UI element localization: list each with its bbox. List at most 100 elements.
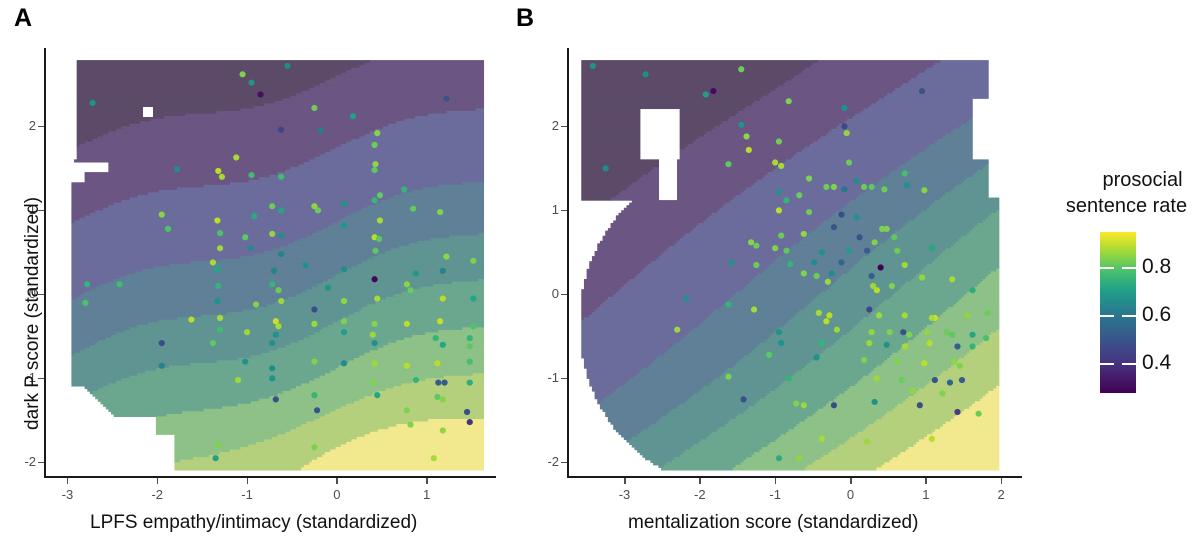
data-point bbox=[841, 104, 848, 112]
data-point bbox=[311, 444, 318, 451]
data-point bbox=[830, 402, 838, 409]
data-point bbox=[956, 362, 963, 369]
data-point bbox=[412, 376, 419, 384]
data-point bbox=[674, 326, 681, 333]
data-point bbox=[901, 261, 908, 269]
data-point bbox=[313, 407, 321, 414]
y-axis-title-a: dark P score (standardized) bbox=[22, 196, 43, 430]
data-point bbox=[868, 272, 875, 280]
data-point bbox=[270, 267, 278, 274]
data-point bbox=[412, 270, 419, 277]
data-point bbox=[830, 224, 838, 231]
data-point bbox=[871, 239, 878, 246]
data-point bbox=[916, 402, 923, 409]
data-point bbox=[403, 407, 410, 414]
y-axis-line-a bbox=[44, 48, 46, 476]
data-point bbox=[209, 340, 217, 347]
data-point bbox=[215, 167, 222, 175]
data-point bbox=[951, 358, 958, 365]
y-tick-label: -1 bbox=[547, 370, 559, 386]
data-point bbox=[918, 88, 926, 95]
data-point bbox=[248, 172, 255, 179]
x-tick-label: -2 bbox=[694, 487, 706, 502]
panel-a: -3 -2 -1 0 1 2 1 0 -1 -2 LPFS empathy/intimacy (s… bbox=[0, 0, 500, 537]
data-point bbox=[901, 170, 908, 177]
data-point bbox=[340, 329, 348, 336]
data-point bbox=[242, 358, 249, 365]
data-point bbox=[434, 360, 441, 367]
data-point bbox=[239, 71, 246, 78]
y-tick-mark bbox=[561, 293, 567, 296]
data-point bbox=[901, 312, 908, 319]
colorbar-tick-mark bbox=[1122, 267, 1136, 270]
data-point bbox=[772, 245, 779, 252]
data-point bbox=[376, 217, 384, 224]
x-axis-title-b: mentalization score (standardized) bbox=[628, 512, 919, 533]
data-point bbox=[371, 320, 378, 327]
y-tick-label: 2 bbox=[551, 118, 559, 134]
data-point bbox=[775, 329, 783, 336]
data-point bbox=[845, 247, 853, 254]
x-axis-line-b bbox=[567, 476, 1022, 478]
y-tick-label: 0 bbox=[28, 286, 36, 302]
data-point bbox=[879, 225, 886, 232]
x-tick-mark bbox=[624, 478, 626, 484]
data-point bbox=[964, 312, 971, 319]
data-point bbox=[876, 312, 883, 319]
data-point bbox=[813, 354, 820, 361]
data-point bbox=[302, 261, 309, 269]
data-point bbox=[371, 276, 378, 283]
panel-label-a: A bbox=[14, 4, 33, 32]
data-point bbox=[753, 242, 760, 249]
data-point bbox=[311, 358, 318, 365]
data-point bbox=[954, 343, 961, 350]
data-point bbox=[434, 393, 441, 400]
data-point bbox=[740, 396, 747, 403]
data-point bbox=[311, 392, 318, 399]
data-point bbox=[683, 295, 690, 302]
data-point bbox=[921, 360, 928, 367]
y-tick-mark bbox=[561, 209, 567, 212]
legend-title-line2: sentence rate bbox=[1065, 195, 1188, 217]
data-point bbox=[766, 351, 773, 358]
colorbar-tick-label: 0.6 bbox=[1142, 303, 1172, 327]
data-point bbox=[775, 138, 783, 145]
data-point bbox=[470, 323, 477, 330]
data-point bbox=[853, 177, 860, 185]
data-point bbox=[466, 358, 473, 365]
y-tick-mark bbox=[38, 293, 44, 296]
x-tick-label: -3 bbox=[61, 487, 74, 502]
data-point bbox=[218, 173, 226, 180]
y-tick-label: 1 bbox=[551, 202, 559, 218]
data-point bbox=[909, 387, 916, 395]
data-point bbox=[843, 130, 850, 137]
y-tick-label: 1 bbox=[28, 202, 36, 218]
x-tick-mark bbox=[336, 478, 338, 484]
data-point bbox=[824, 278, 831, 285]
panel-label-b: B bbox=[516, 4, 535, 32]
y-tick-label: -1 bbox=[24, 370, 36, 386]
data-point bbox=[830, 183, 838, 190]
data-point bbox=[778, 232, 785, 239]
contour-surface bbox=[581, 60, 1000, 471]
data-point bbox=[796, 192, 803, 199]
data-point bbox=[275, 287, 282, 294]
data-point bbox=[430, 455, 437, 462]
data-point bbox=[212, 455, 219, 462]
data-point bbox=[747, 239, 755, 246]
data-point bbox=[242, 234, 249, 241]
y-tick-label: 0 bbox=[551, 286, 559, 302]
data-point bbox=[269, 365, 276, 372]
data-point bbox=[901, 343, 908, 350]
data-point bbox=[785, 98, 792, 105]
data-point bbox=[217, 245, 224, 252]
data-point bbox=[278, 298, 285, 305]
data-point bbox=[272, 331, 279, 338]
data-point bbox=[728, 259, 735, 266]
data-point bbox=[710, 88, 717, 95]
data-point bbox=[860, 183, 868, 190]
data-point bbox=[188, 316, 195, 323]
data-point bbox=[234, 376, 242, 384]
data-point bbox=[833, 326, 841, 333]
data-point bbox=[823, 318, 830, 325]
